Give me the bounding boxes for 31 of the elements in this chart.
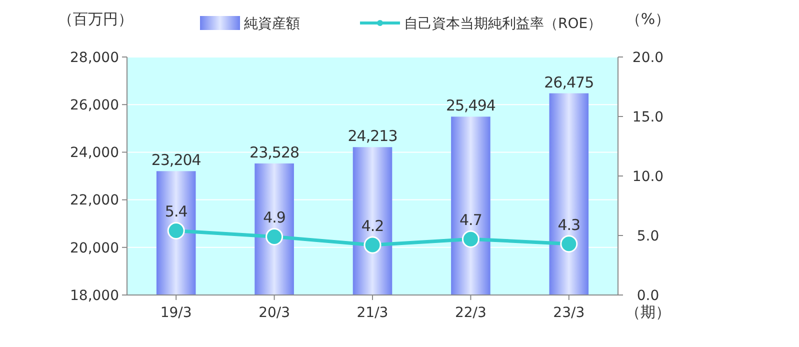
y-tick-label: 26,000 [70, 98, 119, 114]
text: 23,204 [151, 151, 201, 170]
text: 23,528 [250, 143, 300, 162]
text: 4.7 [460, 211, 482, 230]
text: 4.9 [263, 208, 286, 227]
y-axis-title: （百万円） [58, 10, 133, 28]
y-tick-label: 20,000 [70, 240, 119, 256]
text: 5.4 [164, 202, 188, 221]
y-tick-label: 28,000 [70, 50, 119, 66]
text: 4.2 [361, 217, 384, 236]
text: 26,475 [544, 73, 594, 92]
x-axis-title: （期） [626, 303, 670, 321]
x-tick-label: 20/3 [258, 305, 290, 321]
y-tick-label: 24,000 [70, 145, 119, 162]
y-tick-label: 22,000 [70, 192, 119, 209]
text: 25,494 [446, 96, 496, 115]
x-tick-label: 22/3 [454, 305, 486, 321]
y2-tick-label: 15.0 [632, 109, 664, 126]
y2-axis-title: （%） [626, 10, 670, 28]
legend-label: 純資産額 [244, 16, 300, 32]
y-tick-label: 18,000 [70, 288, 119, 304]
x-tick-label: 19/3 [160, 305, 192, 321]
text: 4.3 [558, 216, 580, 234]
y2-tick-label: 20.0 [632, 50, 664, 66]
y2-tick-label: 0.0 [636, 288, 660, 304]
x-tick-label: 23/3 [553, 305, 585, 321]
legend-label: 自己資本当期純利益率（ROE） [404, 16, 602, 32]
text: 24,213 [348, 127, 398, 146]
y2-tick-label: 10.0 [632, 168, 664, 185]
x-tick-label: 21/3 [356, 305, 388, 321]
y2-tick-label: 5.0 [636, 228, 660, 244]
